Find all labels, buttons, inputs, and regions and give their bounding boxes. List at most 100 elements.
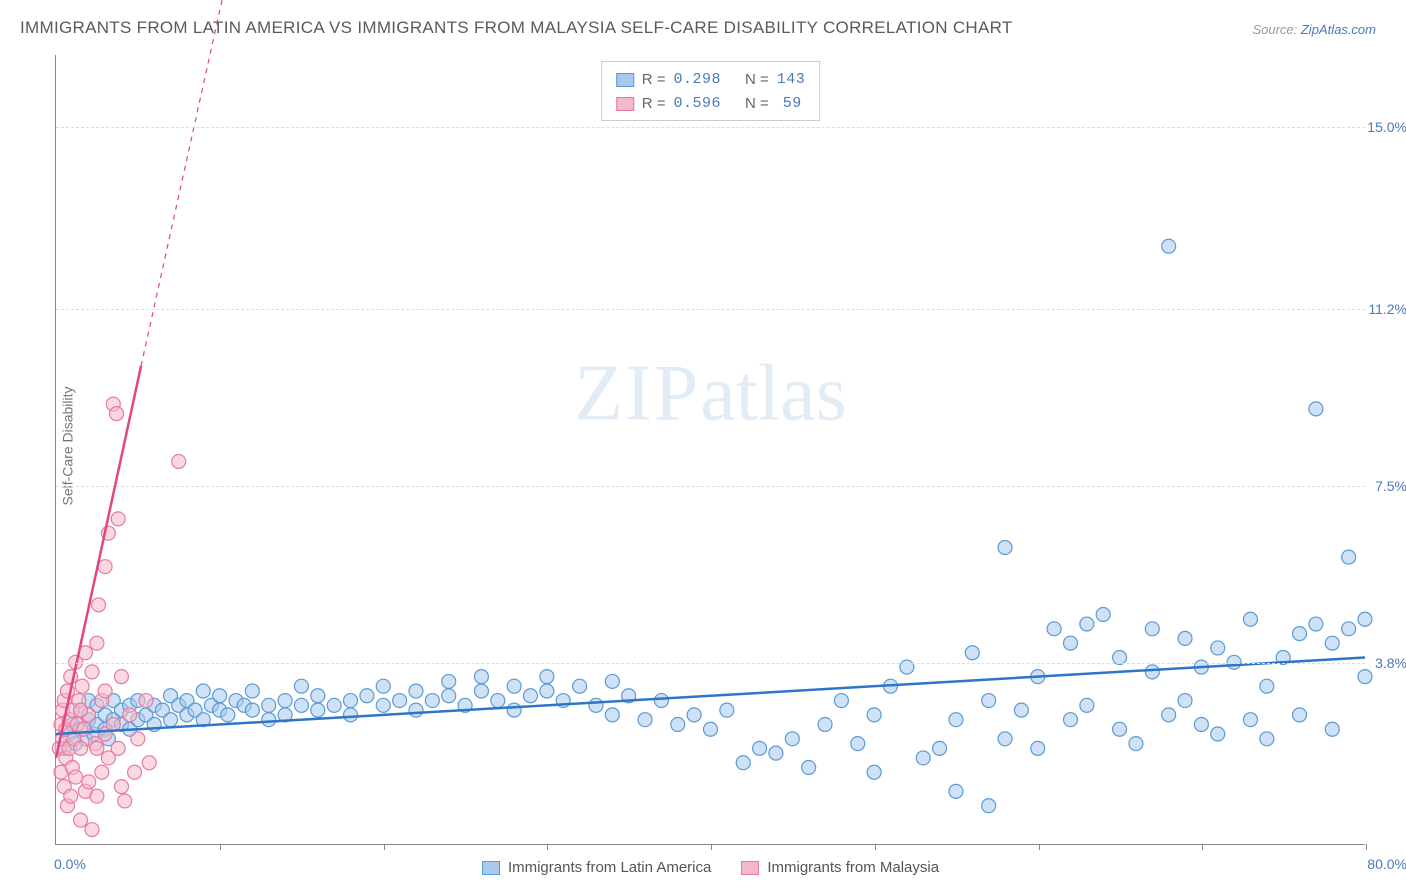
legend-r-label: R = [642, 68, 666, 92]
data-point [278, 694, 292, 708]
data-point [933, 741, 947, 755]
x-tick [547, 844, 548, 850]
data-point [1031, 741, 1045, 755]
data-point [294, 679, 308, 693]
chart-title: IMMIGRANTS FROM LATIN AMERICA VS IMMIGRA… [20, 18, 1013, 38]
legend-swatch-blue [482, 861, 500, 875]
data-point [720, 703, 734, 717]
data-point [687, 708, 701, 722]
data-point [409, 703, 423, 717]
legend-label: Immigrants from Malaysia [767, 859, 939, 876]
data-point [311, 689, 325, 703]
x-tick [384, 844, 385, 850]
data-point [1309, 617, 1323, 631]
data-point [965, 646, 979, 660]
data-point [311, 703, 325, 717]
data-point [77, 722, 91, 736]
data-point [131, 732, 145, 746]
data-point [118, 794, 132, 808]
data-point [785, 732, 799, 746]
legend-r-value: 0.596 [673, 92, 721, 116]
data-point [294, 698, 308, 712]
data-point [491, 694, 505, 708]
x-tick [875, 844, 876, 850]
data-point [474, 684, 488, 698]
data-point [196, 684, 210, 698]
data-point [867, 765, 881, 779]
data-point [1325, 722, 1339, 736]
data-point [1096, 607, 1110, 621]
data-point [95, 765, 109, 779]
data-point [442, 674, 456, 688]
x-tick [1039, 844, 1040, 850]
data-point [114, 670, 128, 684]
data-point [75, 679, 89, 693]
data-point [213, 689, 227, 703]
x-tick [1366, 844, 1367, 850]
data-point [344, 708, 358, 722]
data-point [1260, 732, 1274, 746]
data-point [1014, 703, 1028, 717]
data-point [1080, 617, 1094, 631]
data-point [982, 694, 996, 708]
series-legend: Immigrants from Latin America Immigrants… [56, 859, 1365, 876]
x-tick [220, 844, 221, 850]
data-point [474, 670, 488, 684]
y-tick-label: 11.2% [1368, 301, 1406, 317]
data-point [376, 679, 390, 693]
data-point [1342, 622, 1356, 636]
correlation-legend: R = 0.298 N = 143 R = 0.596 N = 59 [601, 61, 821, 121]
data-point [507, 679, 521, 693]
data-point [393, 694, 407, 708]
source-attribution: Source: ZipAtlas.com [1252, 22, 1376, 37]
plot-area: ZIPatlas 3.8%7.5%11.2%15.0% 0.0% 80.0% R… [55, 55, 1365, 845]
data-point [916, 751, 930, 765]
data-point [605, 674, 619, 688]
data-point [90, 789, 104, 803]
data-point [92, 598, 106, 612]
chart-svg [56, 55, 1365, 844]
data-point [74, 741, 88, 755]
legend-r-label: R = [642, 92, 666, 116]
legend-row: R = 0.298 N = 143 [616, 68, 806, 92]
data-point [74, 703, 88, 717]
data-point [867, 708, 881, 722]
data-point [1358, 612, 1372, 626]
data-point [69, 770, 83, 784]
data-point [1080, 698, 1094, 712]
data-point [1243, 713, 1257, 727]
data-point [111, 741, 125, 755]
gridline [56, 309, 1365, 310]
data-point [128, 765, 142, 779]
data-point [1063, 713, 1077, 727]
legend-swatch-pink [616, 97, 634, 111]
data-point [1342, 550, 1356, 564]
data-point [834, 694, 848, 708]
data-point [82, 775, 96, 789]
source-link[interactable]: ZipAtlas.com [1301, 22, 1376, 37]
data-point [262, 698, 276, 712]
data-point [85, 665, 99, 679]
x-tick [1202, 844, 1203, 850]
data-point [1293, 627, 1307, 641]
legend-item: Immigrants from Latin America [482, 859, 711, 876]
data-point [1309, 402, 1323, 416]
data-point [998, 541, 1012, 555]
data-point [139, 694, 153, 708]
y-tick-label: 7.5% [1375, 478, 1406, 494]
data-point [98, 684, 112, 698]
data-point [360, 689, 374, 703]
data-point [589, 698, 603, 712]
data-point [327, 698, 341, 712]
data-point [114, 780, 128, 794]
data-point [1293, 708, 1307, 722]
legend-n-value: 59 [777, 92, 802, 116]
data-point [851, 737, 865, 751]
x-tick [711, 844, 712, 850]
x-axis-max-label: 80.0% [1367, 856, 1406, 872]
data-point [1162, 708, 1176, 722]
legend-r-value: 0.298 [673, 68, 721, 92]
data-point [524, 689, 538, 703]
data-point [949, 784, 963, 798]
trend-line-dashed [141, 0, 231, 366]
